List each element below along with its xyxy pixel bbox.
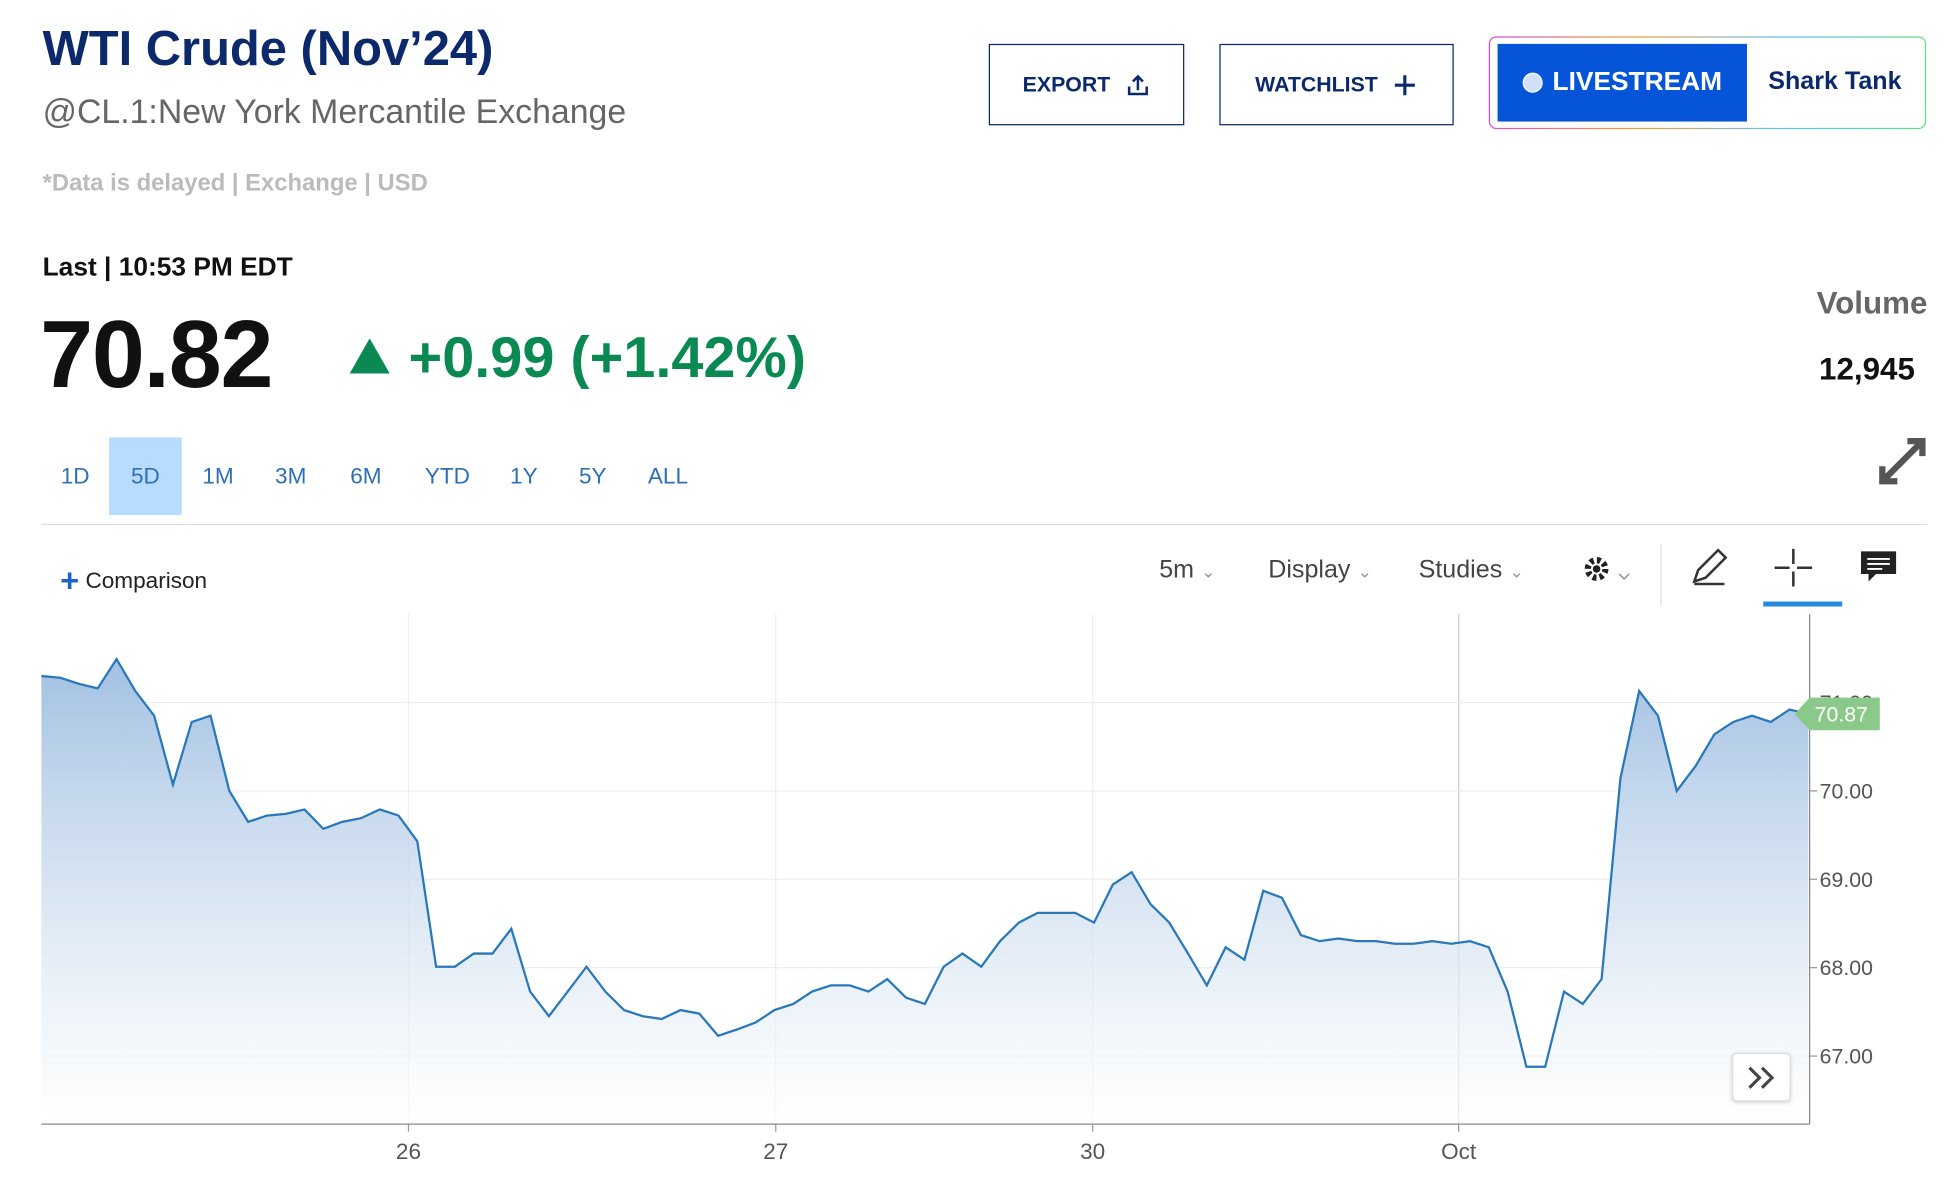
range-tab[interactable]: 5D: [109, 437, 182, 516]
range-tab[interactable]: 3M: [275, 463, 307, 489]
scroll-right-button[interactable]: [1731, 1052, 1791, 1102]
y-tick-label: 69.00: [1820, 868, 1873, 892]
price-line: [41, 657, 1809, 1068]
settings-icon[interactable]: [1582, 554, 1637, 587]
range-tab[interactable]: 1Y: [510, 463, 538, 489]
x-tick-label: 27: [763, 1139, 788, 1164]
range-tab[interactable]: 6M: [350, 463, 382, 489]
y-tick-label: 67.00: [1820, 1045, 1873, 1069]
interval[interactable]: 5m ⌄: [1159, 556, 1216, 584]
export-label: EXPORT: [1022, 72, 1111, 96]
draw-icon[interactable]: [1688, 546, 1731, 589]
comment-icon[interactable]: [1858, 549, 1898, 587]
livestream-box[interactable]: LIVESTREAM Shark Tank: [1488, 36, 1927, 130]
livestream-inner: LIVESTREAM Shark Tank: [1490, 37, 1925, 128]
toolbar-separator: [1660, 543, 1662, 607]
watchlist-button[interactable]: WATCHLIST: [1219, 43, 1454, 126]
export-button[interactable]: EXPORT: [988, 43, 1185, 126]
x-tick-label: 26: [396, 1139, 421, 1164]
x-tick-label: 30: [1080, 1139, 1105, 1164]
comparison-label: Comparison: [85, 567, 208, 593]
export-icon: [1127, 74, 1148, 95]
title: WTI Crude (Nov’24): [42, 22, 494, 77]
plus-icon: [1395, 74, 1416, 95]
last-time: Last | 10:53 PM EDT: [42, 253, 293, 282]
volume-value: 12,945: [1819, 352, 1915, 388]
interval-label: 5m: [1159, 556, 1195, 584]
studies-label: Studies: [1418, 556, 1503, 584]
volume-label: Volume: [1816, 285, 1928, 321]
subtitle: @CL.1:New York Mercantile Exchange: [42, 92, 627, 131]
price-change: +0.99 (+1.42%): [408, 324, 806, 390]
display-label: Display: [1268, 556, 1351, 584]
y-tick-label: 68.00: [1820, 956, 1873, 980]
expand-icon[interactable]: [1877, 436, 1927, 486]
y-tick-label: 70.00: [1820, 779, 1873, 803]
livestream-label: LIVESTREAM: [1552, 67, 1723, 97]
range-tab[interactable]: YTD: [424, 463, 470, 489]
range-tab[interactable]: 1D: [60, 463, 90, 489]
livestream-button[interactable]: LIVESTREAM: [1497, 43, 1747, 122]
range-tab[interactable]: ALL: [647, 463, 689, 489]
studies[interactable]: Studies ⌄: [1418, 556, 1524, 584]
delay-note: *Data is delayed | Exchange | USD: [42, 170, 428, 197]
current-price-tag: [1794, 697, 1880, 731]
active-tool-underline: [1763, 601, 1843, 607]
double-chevron: [1747, 1065, 1774, 1089]
area-fill: [41, 659, 1809, 1125]
up-arrow: [349, 338, 390, 374]
watchlist-label: WATCHLIST: [1255, 72, 1378, 96]
divider: [41, 523, 1928, 526]
show-name[interactable]: Shark Tank: [1768, 67, 1902, 96]
x-tick-label: Oct: [1441, 1139, 1477, 1164]
live-dot: [1522, 72, 1543, 93]
current-price-label: 70.87: [1815, 702, 1868, 726]
range-tab[interactable]: 1M: [202, 463, 234, 489]
comparison[interactable]: + Comparison: [60, 561, 208, 600]
display[interactable]: Display ⌄: [1268, 556, 1373, 584]
crosshair-icon[interactable]: [1772, 546, 1815, 589]
range-tab[interactable]: 5Y: [578, 463, 607, 489]
price: 70.82: [40, 302, 273, 409]
